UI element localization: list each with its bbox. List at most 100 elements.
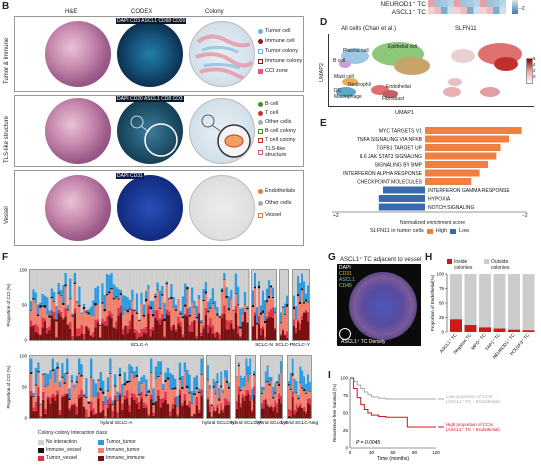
cci-bar-segment [133,270,136,310]
i-xtick-label: 60 [390,450,396,455]
cci-bar-segment [303,388,306,392]
cci-bar-segment [212,406,215,411]
cci-bar-segment [241,307,244,314]
row-vessel [14,170,304,246]
km-curve [350,377,436,428]
cci-bar-segment [218,387,221,399]
legend-low: Low [459,228,470,234]
legend-endothelials: Endothelials [258,188,295,194]
cci-bar-segment [241,393,244,398]
cci-bar-segment [176,414,179,417]
cci-bar-segment [128,380,131,383]
i-ytick-label: 50 [343,411,349,416]
cci-bar-segment [245,373,248,375]
cci-bar-segment [181,356,184,376]
cci-bar-segment [262,270,265,291]
cci-bar-segment [247,365,250,381]
cci-bar-segment [212,410,215,418]
cci-bar-segment [163,302,166,319]
cci-bar-segment [188,314,192,317]
cci-bar-segment [106,399,110,409]
cci-bar-segment [258,285,261,289]
cci-bar-segment [272,270,275,288]
cci-bar-segment [200,332,203,336]
cci-bar-segment [85,409,88,418]
cci-bar-segment [174,404,177,418]
cci-bar-segment [150,358,153,373]
cci-bar-segment [227,308,231,311]
cci-bar-segment [200,395,203,418]
cci-bar-segment [102,380,105,392]
cci-bar-segment [191,321,194,332]
b-cell-colony-swatch [258,128,263,134]
cci-bar-segment [305,383,308,394]
cci-bar-segment [76,336,79,340]
cci-bar-segment [246,306,249,308]
cci-bar-segment [195,375,199,388]
h-tick-label: 0 [441,330,444,335]
cci-bar-segment [299,270,302,283]
cci-bar-segment [170,270,173,284]
cci-bar-segment [126,398,129,418]
cci-bar-segment [156,290,159,311]
cci-bar-segment [193,270,196,301]
cci-bar-segment [237,286,240,305]
cci-bar-segment [116,417,119,418]
cci-bar-segment [46,373,50,385]
cci-bar-segment [270,285,273,288]
cci-bar-segment [142,304,146,315]
cci-bar-segment [165,284,169,310]
cci-bar-segment [105,316,109,327]
cci-bar-segment [295,305,298,320]
cci-bar-segment [188,374,191,393]
cci-bar-segment [111,404,115,411]
cci-bar-segment [69,278,72,299]
cci-bar-segment [209,270,212,299]
cci-bar-segment [293,409,296,415]
cci-bar-segment [30,356,33,359]
cci-bar-segment [166,379,170,404]
cci-bar-segment [138,356,141,382]
f-ytick-label: 100 [19,268,27,273]
h-bar-outside [479,274,491,328]
legend-b-cell-colony: B cell colony [258,128,296,134]
cci-bar-segment [284,303,287,315]
cci-bar-segment [289,389,292,411]
cci-bar-segment [85,396,88,398]
cci-bar-segment [161,293,164,296]
cci-bar-segment [131,300,134,309]
cci-bar-segment [210,404,213,407]
cci-bar-segment [142,402,146,408]
cci-bar-segment [225,298,228,320]
h-legend: Inside colonies Outside colonies [447,259,519,271]
cci-bar-segment [254,270,257,273]
cci-bar-segment [179,270,182,311]
cci-bar-segment [243,400,246,418]
cci-group-label: hybrid SCLC-A [100,420,133,426]
cci-bar-segment [307,390,309,399]
colony-pattern-1 [195,34,254,81]
cci-bar-segment [188,316,192,325]
cci-bar-segment [82,395,86,397]
cci-bar-segment [288,380,290,385]
cci-bar-segment [123,385,127,396]
cci-bar-segment [96,322,100,340]
cci-bar-segment [161,270,164,286]
cci-bar-segment [166,356,170,368]
cci-bar-segment [181,318,185,335]
cci-bar-segment [97,356,100,379]
cci-bar-segment [85,325,88,327]
cci-bar-segment [220,387,223,404]
cci-bar-segment [216,315,219,333]
cci-bar-segment [171,389,175,404]
cci-bar-segment [53,302,56,312]
cci-bar-segment [130,371,134,373]
cci-bar-segment [115,329,118,340]
cci-bar-segment [212,385,215,388]
b-cell-swatch [258,101,263,107]
legend-other-cells: Other cells [258,119,291,125]
cci-bar-segment [204,281,208,292]
cci-bar-segment [280,395,282,404]
cci-bar-segment [78,286,81,305]
